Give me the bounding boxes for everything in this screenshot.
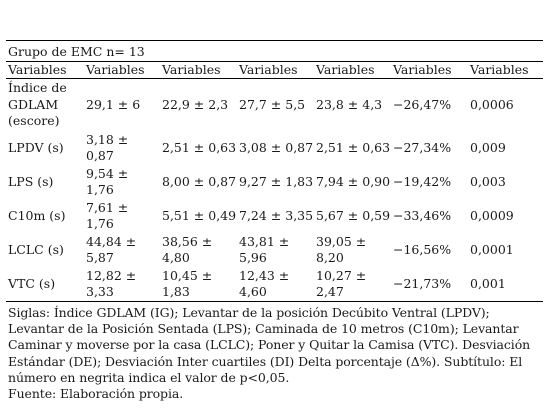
table-row: Índice de GDLAM (escore) 29,1 ± 6 22,9 ±… [6, 79, 543, 132]
group-row: Grupo de EMC n= 13 [6, 40, 544, 61]
table-cell: 0,0006 [470, 96, 514, 112]
column-header: Variables [6, 60, 84, 79]
table-cell: 9,27 ± 1,83 [239, 173, 314, 189]
table-cell: 44,84 ± 5,87 [86, 233, 137, 266]
table-row: LCLC (s) 44,84 ± 5,87 38,56 ± 4,80 43,81… [6, 233, 543, 267]
table-cell: 12,43 ± 4,60 [237, 267, 314, 302]
row-label: Índice de GDLAM (escore) [8, 80, 67, 129]
table-cell: 29,1 ± 6 [86, 96, 141, 112]
table-row: C10m (s) 7,61 ± 1,76 5,51 ± 0,49 7,24 ± … [6, 199, 543, 233]
table-cell: 0,0001 [470, 241, 514, 257]
table-cell: 3,18 ± 0,87 [86, 131, 129, 164]
column-header: Variables [237, 60, 314, 79]
table-cell: 10,27 ± 2,47 [314, 267, 391, 302]
table-cell: 23,8 ± 4,3 [316, 96, 383, 112]
table-cell: 9,54 ± 1,76 [86, 165, 129, 198]
table-cell: 12,82 ± 3,33 [84, 267, 160, 302]
table-cell: 0,003 [470, 173, 506, 189]
column-header: Variables [160, 60, 237, 79]
column-header: Variables [84, 60, 160, 79]
row-label: LPDV (s) [8, 139, 64, 155]
row-label: LCLC (s) [8, 241, 64, 257]
table-row: LPS (s) 9,54 ± 1,76 8,00 ± 0,87 9,27 ± 1… [6, 165, 543, 199]
column-header: Variables [468, 60, 544, 79]
table-cell: 2,51 ± 0,63 [316, 139, 391, 155]
table-cell: 2,51 ± 0,63 [162, 139, 237, 155]
row-label: VTC (s) [6, 267, 84, 302]
column-header: Variables [314, 60, 391, 79]
table-cell: 3,08 ± 0,87 [239, 139, 314, 155]
abbreviations-note: Siglas: Índice GDLAM (IG); Levantar de l… [8, 305, 531, 385]
table-cell: 7,61 ± 1,76 [86, 199, 129, 232]
table-cell: −27,34% [393, 139, 452, 155]
table-cell: 38,56 ± 4,80 [162, 233, 213, 266]
results-table: Grupo de EMC n= 13 Variables Variables V… [6, 40, 544, 302]
source-note: Fuente: Elaboración propia. [8, 386, 184, 402]
group-label: Grupo de EMC n= 13 [6, 40, 544, 61]
table-cell: 43,81 ± 5,96 [239, 233, 290, 266]
table-cell: 7,24 ± 3,35 [239, 207, 314, 223]
table-row: VTC (s) 12,82 ± 3,33 10,45 ± 1,83 12,43 … [6, 267, 544, 302]
table-notes: Siglas: Índice GDLAM (IG); Levantar de l… [6, 302, 543, 402]
row-label: LPS (s) [8, 173, 54, 189]
table-cell: −16,56% [393, 241, 452, 257]
header-row: Variables Variables Variables Variables … [6, 60, 544, 79]
table-cell: 0,009 [470, 139, 506, 155]
table-cell: −19,42% [393, 173, 452, 189]
table-cell: 10,45 ± 1,83 [160, 267, 237, 302]
table-cell: 0,0009 [470, 207, 514, 223]
table-cell: 0,001 [468, 267, 544, 302]
table-cell: −26,47% [393, 96, 452, 112]
table-cell: 39,05 ± 8,20 [316, 233, 367, 266]
table-cell: 27,7 ± 5,5 [239, 96, 306, 112]
table-cell: 5,51 ± 0,49 [162, 207, 237, 223]
table-cell: 7,94 ± 0,90 [316, 173, 391, 189]
table-cell: −21,73% [391, 267, 468, 302]
table-cell: 22,9 ± 2,3 [162, 96, 229, 112]
table-cell: 8,00 ± 0,87 [162, 173, 237, 189]
results-table-container: Grupo de EMC n= 13 Variables Variables V… [6, 40, 544, 402]
row-label: C10m (s) [8, 207, 66, 223]
table-cell: 5,67 ± 0,59 [316, 207, 391, 223]
column-header: Variables [391, 60, 468, 79]
table-cell: −33,46% [393, 207, 452, 223]
table-row: LPDV (s) 3,18 ± 0,87 2,51 ± 0,63 3,08 ± … [6, 131, 543, 165]
